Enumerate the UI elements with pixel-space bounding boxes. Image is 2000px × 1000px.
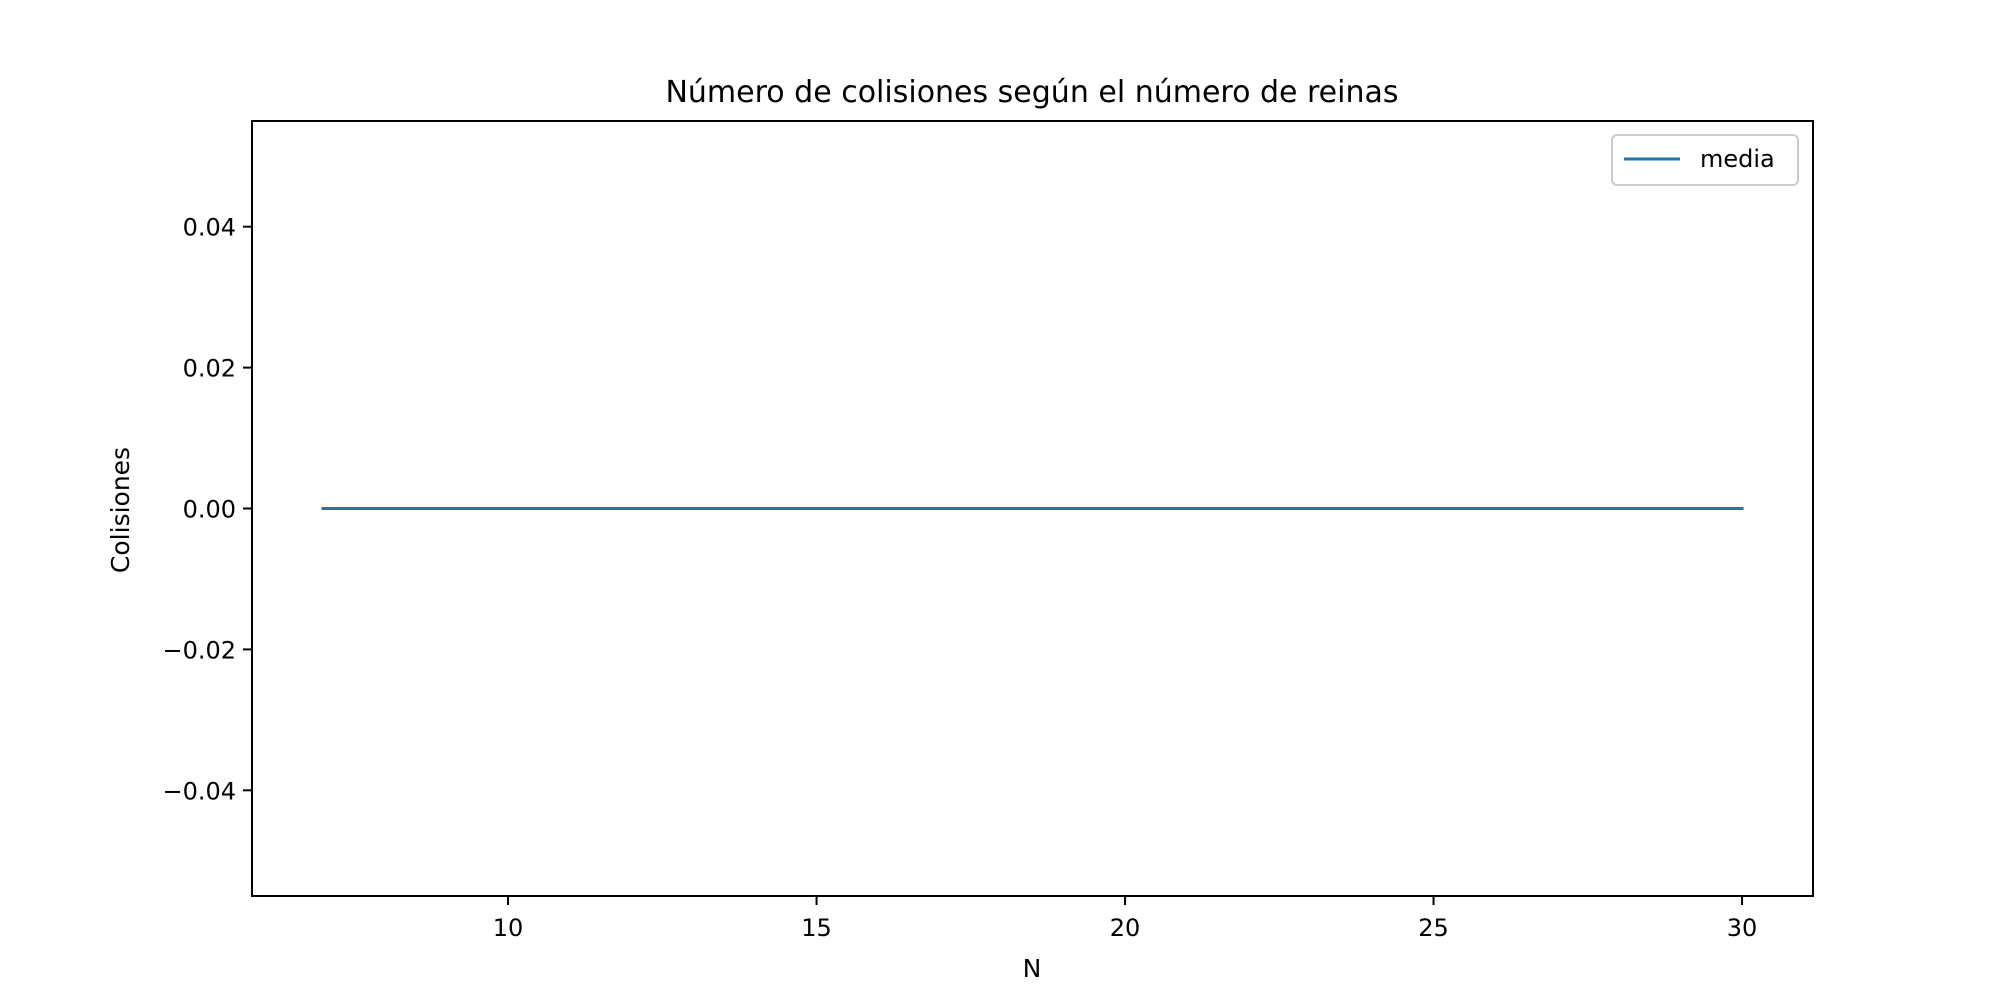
- x-tick-label: 25: [1418, 914, 1449, 942]
- y-tick-label: −0.04: [162, 777, 236, 805]
- y-axis-label: Colisiones: [106, 447, 135, 573]
- legend-box: [1611, 134, 1799, 186]
- legend: media: [1611, 134, 1799, 186]
- x-tick-label: 15: [801, 914, 832, 942]
- legend-label-media: media: [1700, 145, 1775, 173]
- x-tick-label: 30: [1727, 914, 1758, 942]
- y-tick-label: 0.04: [183, 214, 236, 242]
- y-axis: −0.04 −0.02 0.00 0.02 0.04: [162, 214, 252, 805]
- x-tick-label: 20: [1110, 914, 1141, 942]
- chart-title: Número de colisiones según el número de …: [665, 75, 1398, 110]
- y-tick-label: 0.00: [183, 496, 236, 524]
- y-tick-label: 0.02: [183, 355, 236, 383]
- x-tick-label: 10: [493, 914, 524, 942]
- plot-frame: [251, 120, 1814, 897]
- x-axis-label: N: [1023, 954, 1042, 983]
- x-axis: 10 15 20 25 30: [493, 896, 1758, 942]
- y-tick-label: −0.02: [162, 636, 236, 664]
